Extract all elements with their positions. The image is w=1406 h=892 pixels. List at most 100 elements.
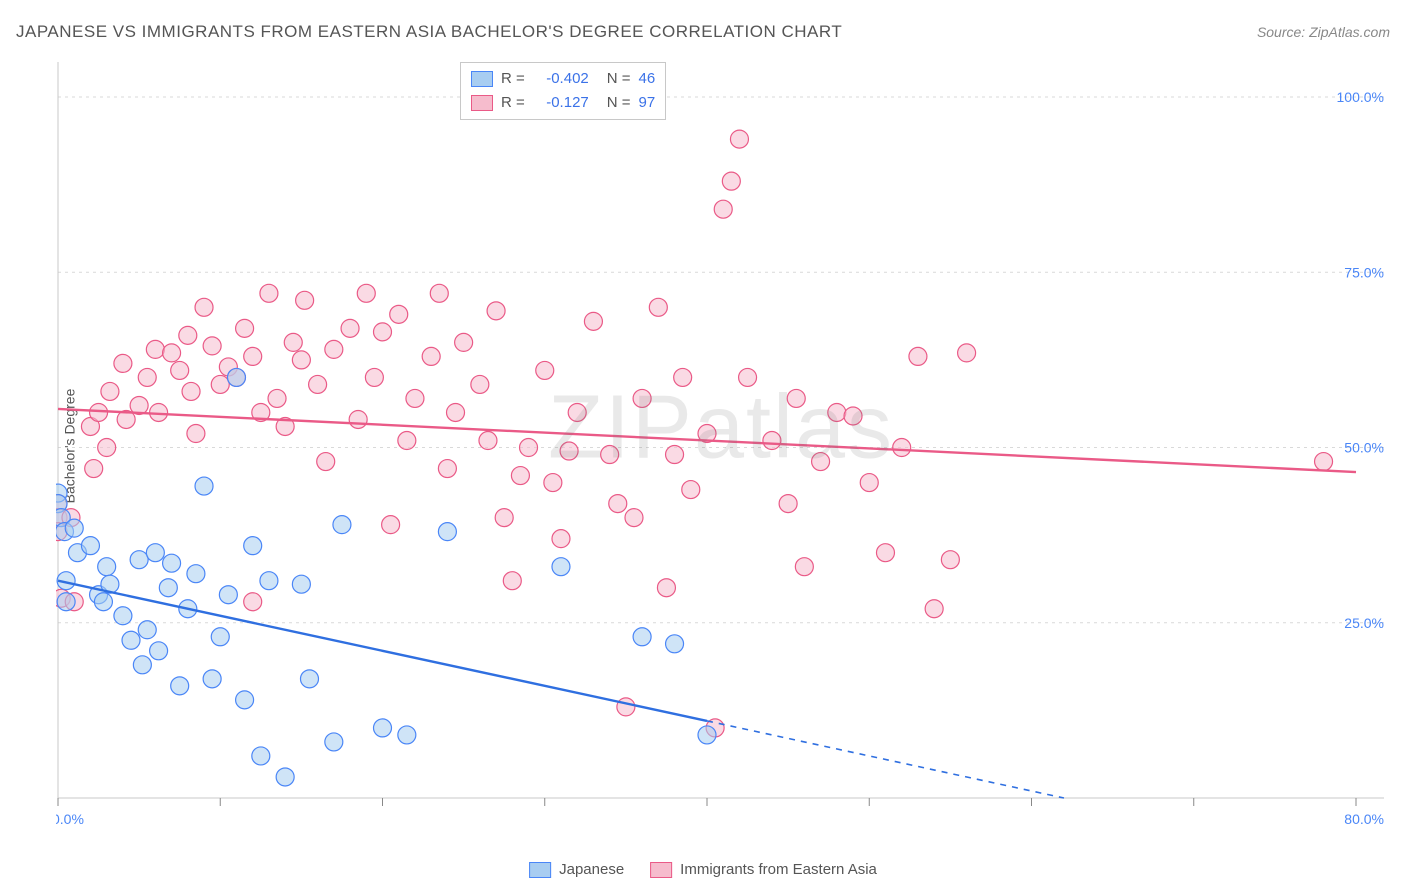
data-point: [276, 768, 294, 786]
data-point: [325, 733, 343, 751]
data-point: [876, 544, 894, 562]
data-point: [252, 747, 270, 765]
legend-label: Japanese: [559, 861, 624, 878]
data-point: [666, 635, 684, 653]
data-point: [227, 368, 245, 386]
data-point: [511, 467, 529, 485]
data-point: [203, 670, 221, 688]
n-value: 46: [639, 67, 656, 91]
data-point: [317, 453, 335, 471]
data-point: [714, 200, 732, 218]
data-point: [625, 509, 643, 527]
r-value: -0.127: [533, 91, 589, 115]
data-point: [730, 130, 748, 148]
r-label: R =: [501, 67, 525, 91]
data-point: [114, 607, 132, 625]
chart-title: JAPANESE VS IMMIGRANTS FROM EASTERN ASIA…: [16, 22, 842, 42]
data-point: [236, 319, 254, 337]
data-point: [244, 347, 262, 365]
data-point: [203, 337, 221, 355]
data-point: [94, 593, 112, 611]
data-point: [520, 439, 538, 457]
legend-swatch: [650, 862, 672, 878]
data-point: [300, 670, 318, 688]
data-point: [787, 389, 805, 407]
data-point: [495, 509, 513, 527]
data-point: [146, 340, 164, 358]
data-point: [609, 495, 627, 513]
legend-item: Immigrants from Eastern Asia: [650, 861, 877, 878]
data-point: [909, 347, 927, 365]
data-point: [382, 516, 400, 534]
data-point: [182, 382, 200, 400]
y-tick-label: 100.0%: [1337, 89, 1384, 105]
data-point: [260, 572, 278, 590]
data-point: [122, 631, 140, 649]
n-value: 97: [639, 91, 656, 115]
legend-row: R =-0.127N = 97: [471, 91, 655, 115]
data-point: [739, 368, 757, 386]
data-point: [544, 474, 562, 492]
data-point: [430, 284, 448, 302]
data-point: [98, 558, 116, 576]
data-point: [309, 375, 327, 393]
data-point: [163, 554, 181, 572]
source-label: Source: ZipAtlas.com: [1257, 24, 1390, 40]
data-point: [219, 586, 237, 604]
data-point: [390, 305, 408, 323]
data-point: [1315, 453, 1333, 471]
legend-item: Japanese: [529, 861, 624, 878]
scatter-plot: 25.0%50.0%75.0%100.0%0.0%80.0% ZIPatlas: [56, 58, 1386, 828]
data-point: [133, 656, 151, 674]
n-label: N =: [607, 91, 631, 115]
data-point: [65, 519, 83, 537]
data-point: [98, 439, 116, 457]
legend-swatch: [471, 95, 493, 111]
data-point: [325, 340, 343, 358]
data-point: [292, 351, 310, 369]
data-point: [682, 481, 700, 499]
data-point: [211, 375, 229, 393]
legend-swatch: [471, 71, 493, 87]
data-point: [666, 446, 684, 464]
data-point: [584, 312, 602, 330]
data-point: [438, 523, 456, 541]
data-point: [958, 344, 976, 362]
trend-line-japanese-extrapolated: [707, 721, 1064, 798]
data-point: [398, 726, 416, 744]
n-label: N =: [607, 67, 631, 91]
data-point: [763, 432, 781, 450]
data-point: [244, 593, 262, 611]
data-point: [536, 361, 554, 379]
data-point: [406, 389, 424, 407]
data-point: [812, 453, 830, 471]
r-value: -0.402: [533, 67, 589, 91]
data-point: [438, 460, 456, 478]
trend-line-immigrants: [58, 409, 1356, 472]
data-point: [722, 172, 740, 190]
data-point: [552, 530, 570, 548]
legend-row: R = -0.402 N = 46: [471, 67, 655, 91]
data-point: [617, 698, 635, 716]
legend-label: Immigrants from Eastern Asia: [680, 861, 877, 878]
data-point: [130, 551, 148, 569]
data-point: [195, 298, 213, 316]
data-point: [633, 389, 651, 407]
data-point: [341, 319, 359, 337]
x-tick-label: 80.0%: [1344, 811, 1384, 827]
data-point: [187, 425, 205, 443]
data-point: [90, 403, 108, 421]
data-point: [85, 460, 103, 478]
data-point: [171, 361, 189, 379]
data-point: [187, 565, 205, 583]
data-point: [195, 477, 213, 495]
series-legend: Japanese Immigrants from Eastern Asia: [529, 861, 877, 878]
data-point: [292, 575, 310, 593]
data-point: [674, 368, 692, 386]
data-point: [268, 389, 286, 407]
data-point: [657, 579, 675, 597]
data-point: [179, 326, 197, 344]
data-point: [487, 302, 505, 320]
data-point: [560, 442, 578, 460]
data-point: [455, 333, 473, 351]
